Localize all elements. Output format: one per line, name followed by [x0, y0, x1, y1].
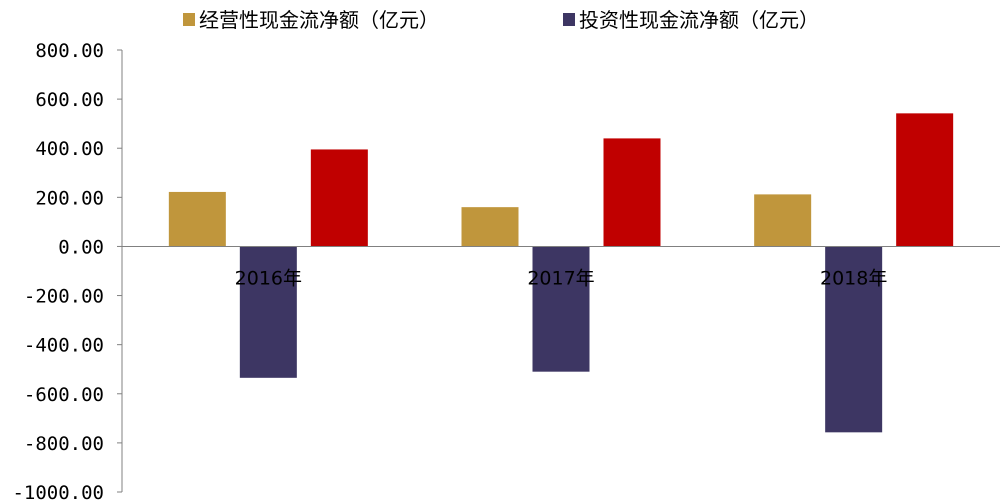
bar-2016年-series-3 — [310, 149, 368, 247]
legend-swatch — [183, 13, 195, 26]
bar-2017年-series-2 — [532, 246, 590, 372]
y-tick-label: 800.00 — [35, 40, 104, 62]
bar-series-group — [168, 113, 954, 433]
bar-2018年-series-1 — [754, 194, 812, 247]
bar-2018年-series-2 — [825, 246, 883, 433]
y-tick-label: -800.00 — [24, 433, 104, 455]
bar-2017年-series-1 — [461, 207, 519, 247]
y-tick-label: 200.00 — [35, 187, 104, 209]
bar-2018年-series-3 — [896, 113, 954, 247]
y-tick-label: 600.00 — [35, 89, 104, 111]
x-category-label: 2016年 — [235, 267, 302, 289]
bar-2016年-series-1 — [168, 191, 226, 247]
x-category-label: 2017年 — [527, 267, 594, 289]
y-tick-label: -200.00 — [24, 286, 104, 308]
bar-2016年-series-2 — [239, 246, 297, 378]
y-tick-label: -600.00 — [24, 384, 104, 406]
bar-2017年-series-3 — [603, 138, 661, 247]
legend-label: 投资性现金流净额（亿元） — [579, 8, 819, 32]
legend-label: 经营性现金流净额（亿元） — [199, 8, 439, 32]
y-tick-label: -1000.00 — [12, 482, 104, 503]
y-axis: 800.00 600.00 400.00 200.00 0.00 -200.00 -400.… — [12, 40, 123, 503]
y-tick-label: 400.00 — [35, 138, 104, 160]
y-tick-label: -400.00 — [24, 335, 104, 357]
chart-legend: 经营性现金流净额（亿元） 投资性现金流净额（亿元） — [183, 8, 819, 32]
category-labels: 2016年 2017年 2018年 — [235, 267, 888, 289]
y-tick-label: 0.00 — [58, 236, 104, 258]
x-category-label: 2018年 — [820, 267, 887, 289]
legend-swatch — [563, 13, 575, 26]
